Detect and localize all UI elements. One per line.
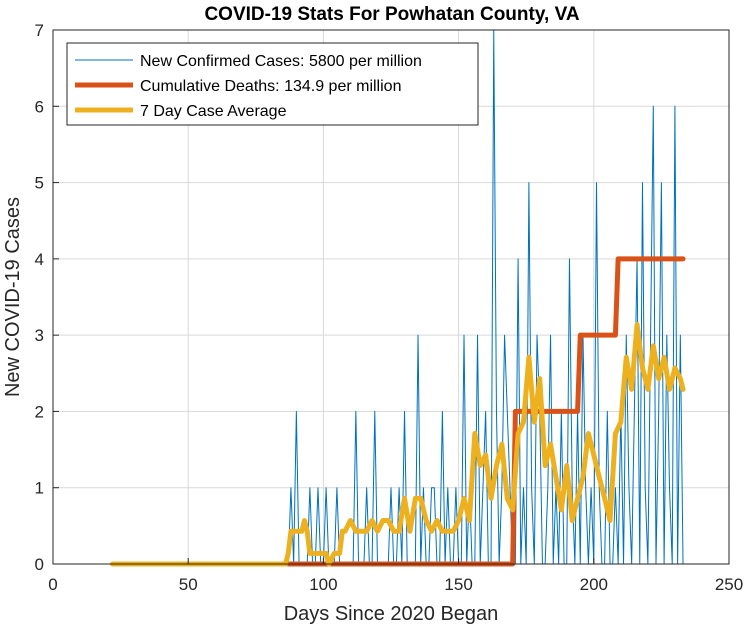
y-tick-label: 3 xyxy=(35,326,44,345)
x-axis-label: Days Since 2020 Began xyxy=(284,603,499,625)
y-tick-label: 6 xyxy=(35,97,44,116)
x-tick-label: 0 xyxy=(48,575,57,594)
x-tick-label: 250 xyxy=(715,575,743,594)
y-tick-label: 7 xyxy=(35,21,44,40)
y-tick-label: 1 xyxy=(35,479,44,498)
x-tick-label: 150 xyxy=(444,575,472,594)
legend-label-cumulative-deaths: Cumulative Deaths: 134.9 per million xyxy=(140,78,401,95)
x-tick-label: 100 xyxy=(309,575,337,594)
y-tick-label: 4 xyxy=(35,250,44,269)
series-line-7-day-average xyxy=(109,321,686,567)
tick-labels: 0 50 100 150 200 250 0 1 2 3 4 5 6 7 xyxy=(35,21,744,594)
y-tick-label: 0 xyxy=(35,555,44,574)
legend: New Confirmed Cases: 5800 per million Cu… xyxy=(66,42,479,126)
y-tick-label: 5 xyxy=(35,174,44,193)
legend-label-7-day-average: 7 Day Case Average xyxy=(140,103,287,120)
plot-frame xyxy=(52,29,730,565)
legend-label-new-cases: New Confirmed Cases: 5800 per million xyxy=(140,53,422,70)
y-tick-label: 2 xyxy=(35,402,44,421)
x-tick-label: 50 xyxy=(179,575,198,594)
chart-title: COVID-19 Stats For Powhatan County, VA xyxy=(204,4,579,25)
series-line-cumulative-deaths xyxy=(285,256,686,567)
y-axis-label: New COVID-19 Cases xyxy=(2,197,24,397)
x-tick-label: 200 xyxy=(580,575,608,594)
legend-box xyxy=(66,42,479,126)
